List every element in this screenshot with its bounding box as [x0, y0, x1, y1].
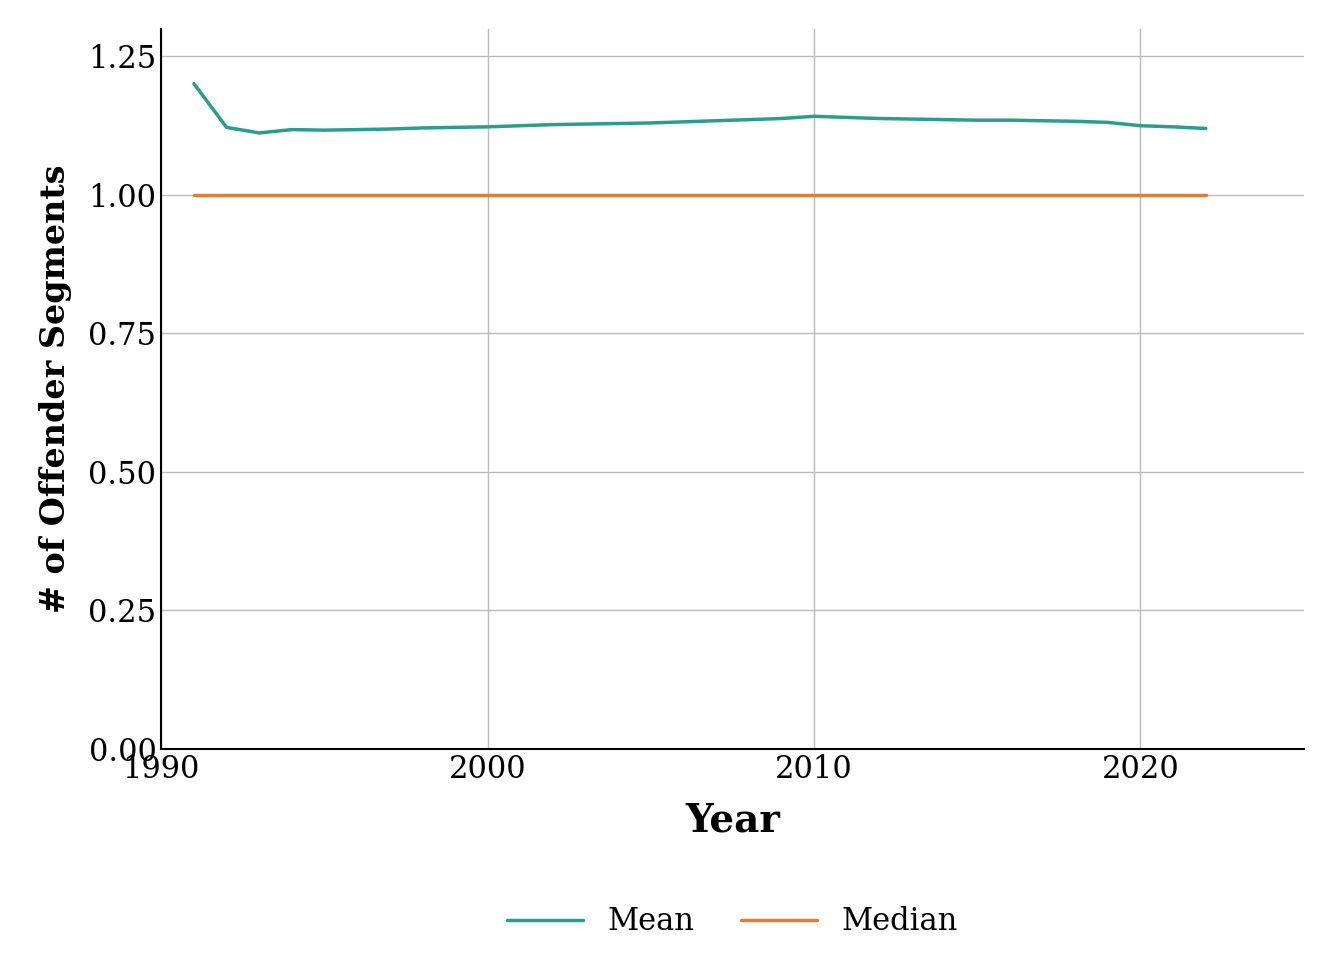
Median [708, 189, 724, 201]
Median [544, 189, 560, 201]
Median [219, 189, 235, 201]
Median [512, 189, 528, 201]
Mean [1035, 115, 1051, 127]
Mean [480, 121, 496, 132]
Mean [382, 123, 398, 134]
Line: Mean: Mean [194, 84, 1206, 132]
Median [1067, 189, 1083, 201]
Median [349, 189, 366, 201]
Mean [969, 114, 985, 126]
Median [839, 189, 855, 201]
Median [1001, 189, 1017, 201]
Median [284, 189, 300, 201]
Median [578, 189, 594, 201]
Mean [642, 117, 659, 129]
Mean [316, 125, 332, 136]
Median [905, 189, 921, 201]
Mean [1067, 115, 1083, 127]
Mean [414, 122, 430, 133]
Median [251, 189, 267, 201]
Median [741, 189, 757, 201]
Mean [905, 113, 921, 125]
Median [937, 189, 953, 201]
Median [448, 189, 464, 201]
Median [1198, 189, 1214, 201]
Mean [806, 110, 823, 122]
Mean [741, 114, 757, 126]
Mean [578, 118, 594, 130]
Mean [284, 124, 300, 135]
Median [185, 189, 202, 201]
Mean [773, 112, 789, 124]
Median [676, 189, 692, 201]
Median [1133, 189, 1149, 201]
Mean [1133, 120, 1149, 132]
Median [316, 189, 332, 201]
Mean [544, 119, 560, 131]
Y-axis label: # of Offender Segments: # of Offender Segments [39, 164, 71, 613]
Mean [937, 114, 953, 126]
Mean [610, 118, 626, 130]
Mean [1099, 117, 1116, 129]
Mean [185, 78, 202, 89]
Median [806, 189, 823, 201]
Median [773, 189, 789, 201]
Legend: Mean, Median: Mean, Median [495, 894, 970, 949]
Median [969, 189, 985, 201]
X-axis label: Year: Year [685, 802, 780, 839]
Mean [251, 127, 267, 138]
Median [610, 189, 626, 201]
Mean [1165, 121, 1181, 132]
Mean [1198, 123, 1214, 134]
Median [382, 189, 398, 201]
Mean [708, 115, 724, 127]
Mean [448, 122, 464, 133]
Mean [839, 111, 855, 123]
Median [480, 189, 496, 201]
Mean [871, 112, 887, 124]
Mean [1001, 114, 1017, 126]
Mean [349, 124, 366, 135]
Median [414, 189, 430, 201]
Mean [219, 122, 235, 133]
Median [871, 189, 887, 201]
Median [1165, 189, 1181, 201]
Mean [512, 120, 528, 132]
Median [1099, 189, 1116, 201]
Median [1035, 189, 1051, 201]
Mean [676, 116, 692, 128]
Median [642, 189, 659, 201]
